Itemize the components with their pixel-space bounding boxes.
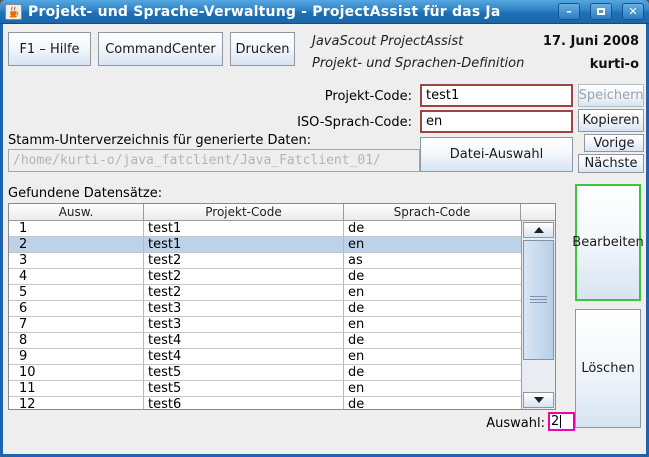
table-cell: test2 xyxy=(144,285,344,301)
table-cell: test4 xyxy=(144,349,344,365)
selection-label: Auswahl: xyxy=(486,416,545,431)
table-cell: de xyxy=(344,365,522,381)
table-row[interactable]: 8 test4 de xyxy=(9,333,522,349)
table-row[interactable]: 4 test2 de xyxy=(9,269,522,285)
scroll-up-button[interactable] xyxy=(523,222,554,238)
print-button[interactable]: Drucken xyxy=(230,32,295,66)
table-header: Ausw. Projekt-Code Sprach-Code xyxy=(9,204,555,221)
table-scrollbar[interactable] xyxy=(521,221,555,409)
table-row[interactable]: 5 test2 en xyxy=(9,285,522,301)
java-icon xyxy=(5,3,22,20)
table-row[interactable]: 10 test5 de xyxy=(9,365,522,381)
iso-code-input[interactable] xyxy=(420,110,573,133)
file-select-button[interactable]: Datei-Auswahl xyxy=(420,137,573,172)
table-cell: 12 xyxy=(9,397,144,409)
table-cell: test3 xyxy=(144,317,344,333)
root-dir-label: Stamm-Unterverzeichnis für generierte Da… xyxy=(8,133,312,148)
table-cell: 9 xyxy=(9,349,144,365)
table-cell: en xyxy=(344,237,522,253)
delete-button[interactable]: Löschen xyxy=(575,309,641,428)
text-caret xyxy=(560,415,562,428)
table-body: 1 test1 de 2 test1 en 3 test2 as 4 test2 de 5 test2 en… xyxy=(9,221,522,409)
titlebar[interactable]: Projekt- und Sprache-Verwaltung - Projec… xyxy=(0,0,649,24)
header-cell-projekt-code[interactable]: Projekt-Code xyxy=(144,204,344,221)
header-cell-sprach-code[interactable]: Sprach-Code xyxy=(344,204,521,221)
table-cell: de xyxy=(344,301,522,317)
arrow-up-icon xyxy=(533,227,544,233)
table-cell: 6 xyxy=(9,301,144,317)
table-cell: test5 xyxy=(144,365,344,381)
table-cell: 5 xyxy=(9,285,144,301)
table-cell: 3 xyxy=(9,253,144,269)
table-cell: test6 xyxy=(144,397,344,409)
table-cell: de xyxy=(344,397,522,409)
table-row[interactable]: 1 test1 de xyxy=(9,221,522,237)
app-title: JavaScout ProjectAssist xyxy=(312,34,464,49)
table-row[interactable]: 12 test6 de xyxy=(9,397,522,409)
table-cell: de xyxy=(344,269,522,285)
records-label: Gefundene Datensätze: xyxy=(8,186,163,201)
close-button[interactable]: ✕ xyxy=(622,3,644,20)
maximize-button[interactable] xyxy=(590,3,612,20)
table-row[interactable]: 2 test1 en xyxy=(9,237,522,253)
project-code-label: Projekt-Code: xyxy=(324,89,412,104)
root-dir-input xyxy=(8,149,420,172)
selection-input[interactable]: 2 xyxy=(548,412,575,431)
table-cell: as xyxy=(344,253,522,269)
table-cell: 11 xyxy=(9,381,144,397)
scroll-down-button[interactable] xyxy=(523,392,554,408)
table-cell: test5 xyxy=(144,381,344,397)
table-cell: test2 xyxy=(144,269,344,285)
edit-button[interactable]: Bearbeiten xyxy=(572,184,644,301)
table-cell: 7 xyxy=(9,317,144,333)
selection-value: 2 xyxy=(551,414,560,429)
thumb-grip-icon xyxy=(530,296,547,304)
table-cell: en xyxy=(344,349,522,365)
minimize-button[interactable]: – xyxy=(558,3,580,20)
next-button[interactable]: Nächste xyxy=(578,154,644,173)
table-cell: 8 xyxy=(9,333,144,349)
table-cell: 10 xyxy=(9,365,144,381)
save-button[interactable]: Speichern xyxy=(578,84,644,107)
help-button[interactable]: F1 – Hilfe xyxy=(8,32,91,66)
date-label: 17. Juni 2008 xyxy=(542,34,639,49)
copy-button[interactable]: Kopieren xyxy=(578,109,644,132)
app-subtitle: Projekt- und Sprachen-Definition xyxy=(312,56,525,71)
table-cell: test1 xyxy=(144,237,344,253)
table-cell: 2 xyxy=(9,237,144,253)
table-cell: en xyxy=(344,317,522,333)
table-row[interactable]: 9 test4 en xyxy=(9,349,522,365)
table-cell: test2 xyxy=(144,253,344,269)
header-corner xyxy=(521,204,555,221)
window-title: Projekt- und Sprache-Verwaltung - Projec… xyxy=(28,3,501,20)
maximize-icon xyxy=(597,8,605,15)
table-cell: 1 xyxy=(9,221,144,237)
table-row[interactable]: 7 test3 en xyxy=(9,317,522,333)
table-cell: 4 xyxy=(9,269,144,285)
project-code-input[interactable] xyxy=(420,84,573,107)
table-cell: de xyxy=(344,221,522,237)
table-cell: test4 xyxy=(144,333,344,349)
previous-button[interactable]: Vorige xyxy=(584,134,644,152)
records-table: Ausw. Projekt-Code Sprach-Code 1 test1 de 2… xyxy=(8,203,556,410)
table-cell: de xyxy=(344,333,522,349)
header-cell-ausw[interactable]: Ausw. xyxy=(9,204,144,221)
user-label: kurti-o xyxy=(589,57,639,72)
table-cell: en xyxy=(344,381,522,397)
table-row[interactable]: 6 test3 de xyxy=(9,301,522,317)
table-cell: en xyxy=(344,285,522,301)
iso-code-label: ISO-Sprach-Code: xyxy=(297,115,412,130)
commandcenter-button[interactable]: CommandCenter xyxy=(98,32,223,66)
scroll-thumb[interactable] xyxy=(523,240,554,360)
table-row[interactable]: 3 test2 as xyxy=(9,253,522,269)
table-cell: test1 xyxy=(144,221,344,237)
table-row[interactable]: 11 test5 en xyxy=(9,381,522,397)
table-cell: test3 xyxy=(144,301,344,317)
arrow-down-icon xyxy=(533,397,544,403)
